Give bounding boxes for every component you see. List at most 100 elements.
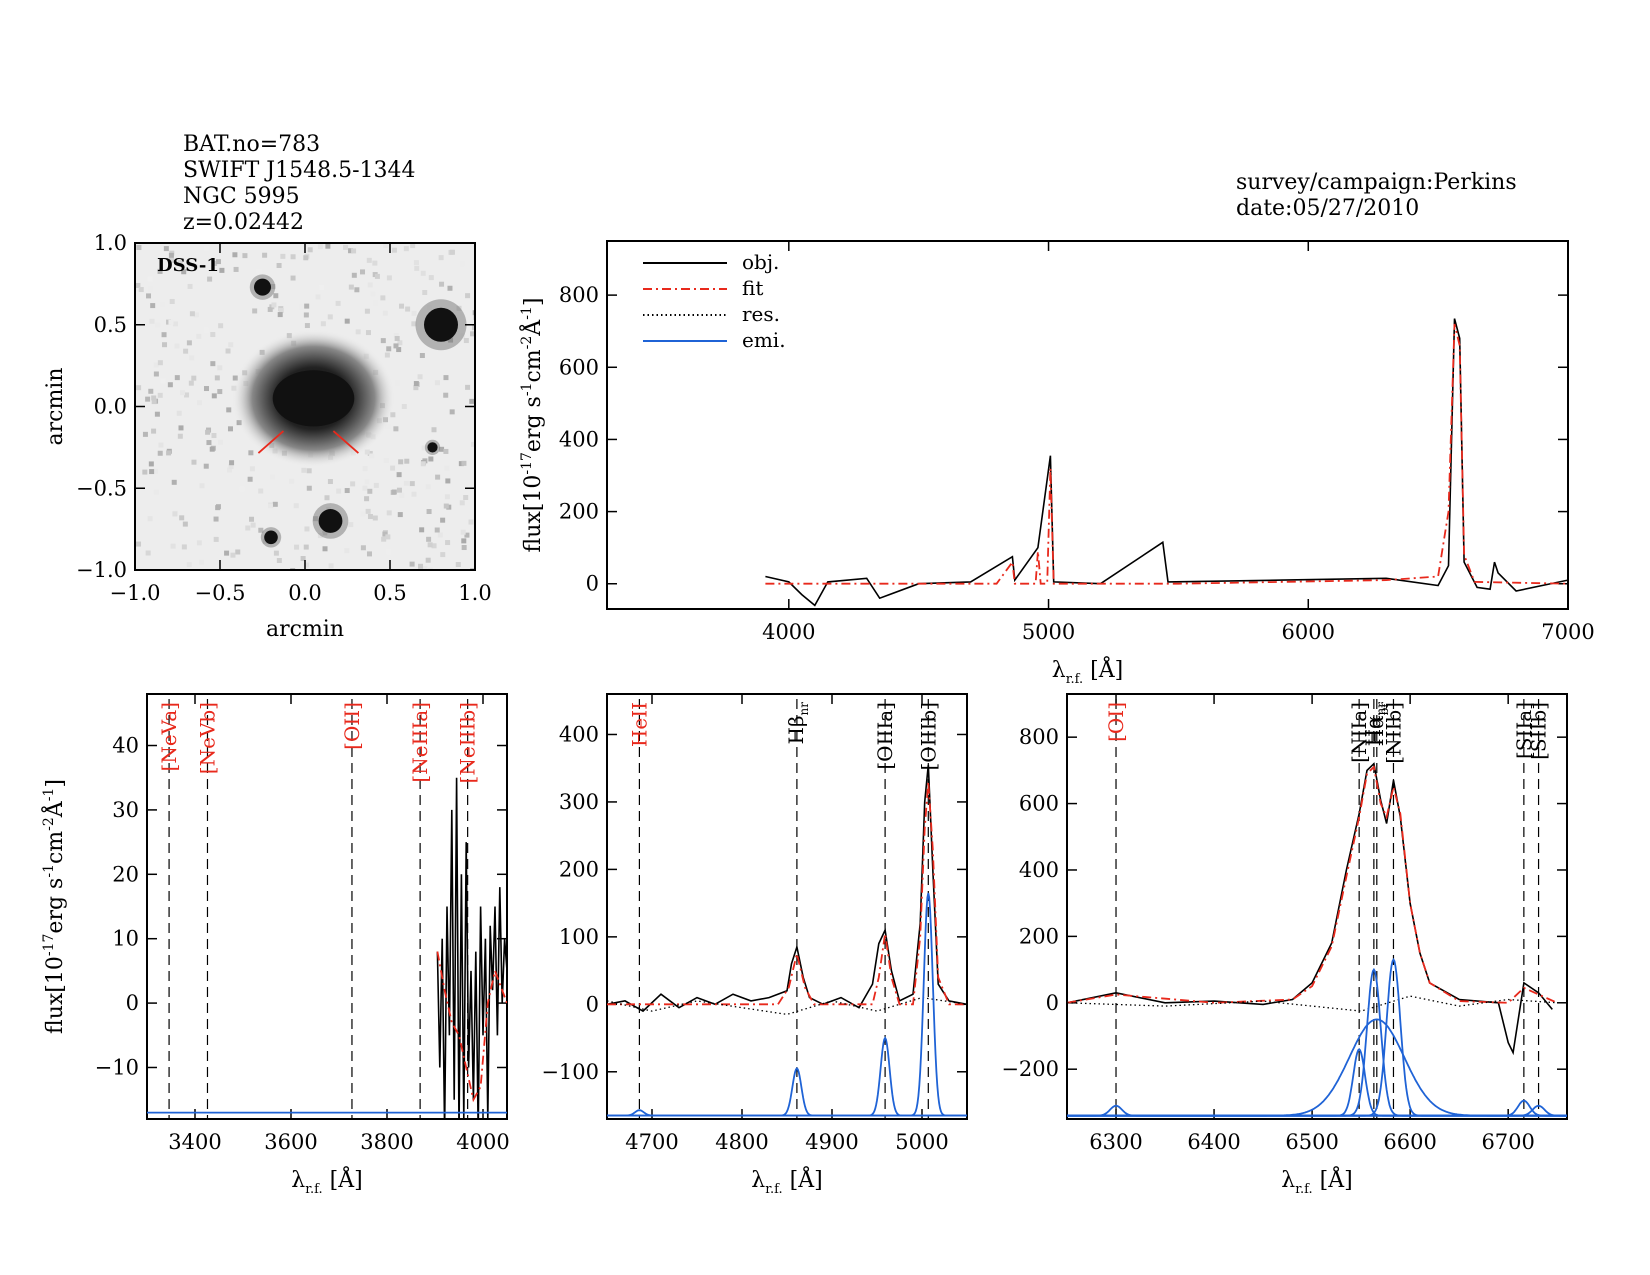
x-axis-label: λr.f. [Å] <box>751 1165 822 1197</box>
noise-pixel <box>344 548 350 554</box>
noise-pixel <box>252 308 258 314</box>
noise-pixel <box>290 275 296 281</box>
noise-pixel <box>155 322 161 328</box>
galaxy-core <box>272 370 355 427</box>
noise-pixel <box>327 479 333 485</box>
noise-pixel <box>226 467 232 473</box>
x-tick-label: 3800 <box>360 1130 413 1154</box>
noise-pixel <box>355 329 361 335</box>
noise-pixel <box>245 525 251 531</box>
noise-pixel <box>267 306 273 312</box>
noise-pixel <box>360 269 366 275</box>
noise-pixel <box>367 282 373 288</box>
noise-pixel <box>444 494 450 500</box>
y-tick-label: 0 <box>586 992 599 1016</box>
noise-pixel <box>315 294 321 300</box>
x-tick-label: 6400 <box>1187 1130 1240 1154</box>
y-axis-label: flux[10-17erg s-1cm-2Å-1] <box>518 298 546 553</box>
noise-pixel <box>143 492 149 498</box>
full-spectrum-panel: 4000 5000 6000 7000 0 200 400 600 800 λr.f. [Å] fl… <box>518 240 1595 687</box>
noise-pixel <box>419 527 425 533</box>
noise-pixel <box>196 540 202 546</box>
noise-pixel <box>418 563 424 569</box>
noise-pixel <box>446 504 452 510</box>
noise-pixel <box>186 562 192 568</box>
y-axis-label: flux[10-17erg s-1cm-2Å-1] <box>40 779 68 1034</box>
y-tick-label: 400 <box>559 722 599 746</box>
noise-pixel <box>153 362 159 368</box>
noise-pixel <box>435 474 441 480</box>
noise-pixel <box>298 304 304 310</box>
y-tick-label: 200 <box>559 500 599 524</box>
noise-pixel <box>229 460 235 466</box>
x-tick-label: 0.5 <box>373 581 406 605</box>
noise-pixel <box>142 469 148 475</box>
y-tick-label: −100 <box>541 1060 599 1084</box>
noise-pixel <box>351 248 357 254</box>
noise-pixel <box>203 327 209 333</box>
noise-pixel <box>335 300 341 306</box>
noise-pixel <box>426 536 432 542</box>
noise-pixel <box>362 485 368 491</box>
noise-pixel <box>304 526 310 532</box>
noise-pixel <box>172 321 178 327</box>
noise-pixel <box>188 380 194 386</box>
x-axis-label: λr.f. [Å] <box>291 1165 362 1197</box>
noise-pixel <box>177 260 183 266</box>
noise-pixel <box>369 453 375 459</box>
ngc-name: NGC 5995 <box>183 184 300 209</box>
noise-pixel <box>183 348 189 354</box>
noise-pixel <box>169 298 175 304</box>
series-fit <box>436 951 507 1103</box>
noise-pixel <box>278 307 284 313</box>
noise-pixel <box>207 276 213 282</box>
y-tick-label: 600 <box>1019 792 1059 816</box>
noise-pixel <box>228 463 234 469</box>
noise-pixel <box>410 243 416 249</box>
noise-pixel <box>348 248 354 254</box>
noise-pixel <box>324 495 330 501</box>
y-tick-label: 0.5 <box>94 313 127 337</box>
noise-pixel <box>230 552 236 558</box>
noise-pixel <box>420 270 426 276</box>
noise-pixel <box>373 482 379 488</box>
noise-pixel <box>168 319 174 325</box>
noise-pixel <box>169 257 175 263</box>
noise-pixel <box>394 336 400 342</box>
noise-pixel <box>445 540 451 546</box>
y-tick-label: 0 <box>1046 991 1059 1015</box>
noise-pixel <box>411 491 417 497</box>
noise-pixel <box>181 544 187 550</box>
noise-pixel <box>403 246 409 252</box>
noise-pixel <box>212 260 218 266</box>
noise-pixel <box>461 538 467 544</box>
noise-pixel <box>258 527 264 533</box>
noise-pixel <box>437 532 443 538</box>
series-fit <box>765 323 1568 585</box>
survey-label: survey/campaign:Perkins <box>1236 170 1517 195</box>
noise-pixel <box>449 249 455 255</box>
emission-component <box>1067 1104 1567 1117</box>
noise-pixel <box>273 550 279 556</box>
noise-pixel <box>247 476 253 482</box>
noise-pixel <box>461 545 467 551</box>
noise-pixel <box>191 459 197 465</box>
noise-pixel <box>472 310 475 316</box>
noise-pixel <box>364 449 370 455</box>
noise-pixel <box>159 302 165 308</box>
noise-pixel <box>301 467 307 473</box>
zoom-blue-frame <box>146 693 508 1120</box>
noise-pixel <box>189 311 195 317</box>
y-tick-label: 1.0 <box>94 231 127 255</box>
noise-pixel <box>409 561 415 567</box>
noise-pixel <box>249 516 255 522</box>
noise-pixel <box>136 541 142 547</box>
noise-pixel <box>171 479 177 485</box>
noise-pixel <box>306 468 312 474</box>
noise-pixel <box>289 478 295 484</box>
noise-pixel <box>209 446 215 452</box>
noise-pixel <box>449 409 455 415</box>
noise-pixel <box>325 243 331 249</box>
line-label: [NIIa] <box>1347 702 1371 763</box>
noise-pixel <box>322 546 328 552</box>
